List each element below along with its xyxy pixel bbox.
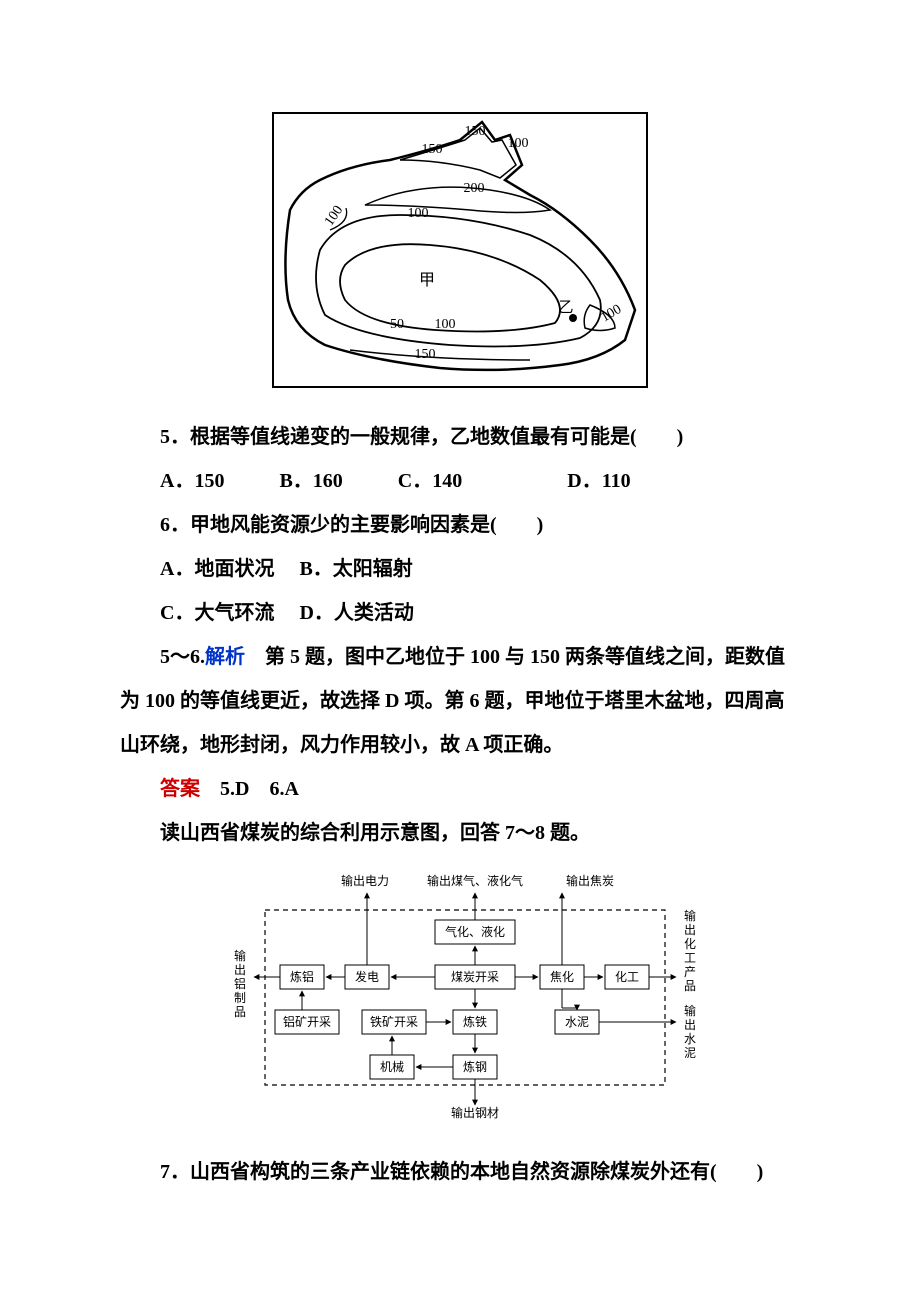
q7-prompt: 7．山西省构筑的三条产业链依赖的本地自然资源除煤炭外还有( ) <box>120 1150 800 1194</box>
analysis-label: 5～6. <box>160 646 205 668</box>
svg-text:100: 100 <box>408 206 429 221</box>
svg-text:甲: 甲 <box>419 272 435 289</box>
q5-options: A．150 B．160 C．140 D．110 <box>120 459 800 503</box>
svg-text:50: 50 <box>390 317 404 332</box>
svg-text:铝矿开采: 铝矿开采 <box>283 1014 331 1029</box>
q5-opt-a: A．150 <box>160 459 224 503</box>
q6-options-row2: C．大气环流 D．人类活动 <box>120 591 800 635</box>
contour-map-figure: 150 150 100 200 100 100 甲 50 100 乙 100 1… <box>120 110 800 395</box>
svg-text:输出煤气、液化气: 输出煤气、液化气 <box>427 873 523 888</box>
answer-keyword: 答案 <box>160 778 200 800</box>
contour-map-svg: 150 150 100 200 100 100 甲 50 100 乙 100 1… <box>270 110 650 390</box>
q6-prompt: 6．甲地风能资源少的主要影响因素是( ) <box>120 503 800 547</box>
answer-5-6: 答案 5.D 6.A <box>120 767 800 811</box>
q5-prompt: 5．根据等值线递变的一般规律，乙地数值最有可能是( ) <box>120 415 800 459</box>
svg-text:煤炭开采: 煤炭开采 <box>451 970 499 984</box>
svg-text:炼铁: 炼铁 <box>463 1014 487 1029</box>
q6-opt-d: D．人类活动 <box>299 591 413 635</box>
svg-text:150: 150 <box>415 347 436 362</box>
answer-text: 5.D 6.A <box>200 778 299 800</box>
svg-text:机械: 机械 <box>380 1059 404 1074</box>
q6-opt-a: A．地面状况 <box>160 547 274 591</box>
svg-text:100: 100 <box>508 136 529 151</box>
svg-text:气化、液化: 气化、液化 <box>445 924 505 939</box>
svg-text:输出水泥: 输出水泥 <box>684 1003 696 1060</box>
svg-text:100: 100 <box>435 317 456 332</box>
analysis-keyword: 解析 <box>205 646 245 668</box>
svg-text:200: 200 <box>464 181 485 196</box>
svg-text:输出铝制品: 输出铝制品 <box>234 948 246 1019</box>
intro-7-8: 读山西省煤炭的综合利用示意图，回答 7～8 题。 <box>120 811 800 855</box>
svg-text:水泥: 水泥 <box>565 1015 589 1029</box>
svg-text:乙: 乙 <box>558 300 573 316</box>
svg-text:输出钢材: 输出钢材 <box>451 1105 499 1120</box>
svg-text:发电: 发电 <box>355 969 379 984</box>
svg-text:输出化工产品: 输出化工产品 <box>684 908 696 993</box>
svg-text:炼铝: 炼铝 <box>290 969 314 984</box>
svg-text:焦化: 焦化 <box>550 970 574 984</box>
svg-text:铁矿开采: 铁矿开采 <box>370 1015 418 1029</box>
q5-opt-b: B．160 <box>279 459 342 503</box>
q6-opt-b: B．太阳辐射 <box>299 547 412 591</box>
q6-options-row1: A．地面状况 B．太阳辐射 <box>120 547 800 591</box>
svg-text:炼钢: 炼钢 <box>463 1059 487 1074</box>
svg-text:输出电力: 输出电力 <box>341 873 389 888</box>
svg-text:化工: 化工 <box>615 970 639 984</box>
svg-text:150: 150 <box>422 142 443 157</box>
q5-opt-d: D．110 <box>567 459 630 503</box>
q5-opt-c: C．140 <box>398 459 462 503</box>
analysis-5-6: 5～6.解析 第 5 题，图中乙地位于 100 与 150 两条等值线之间，距数… <box>120 635 800 767</box>
svg-text:输出焦炭: 输出焦炭 <box>566 873 614 888</box>
q6-opt-c: C．大气环流 <box>160 591 274 635</box>
coal-flowchart-figure: 输出电力 输出煤气、液化气 输出焦炭 输出铝制品 输出化工产品 输出水泥 输出钢… <box>120 865 800 1130</box>
svg-text:150: 150 <box>465 124 486 139</box>
coal-flowchart-svg: 输出电力 输出煤气、液化气 输出焦炭 输出铝制品 输出化工产品 输出水泥 输出钢… <box>210 865 710 1125</box>
